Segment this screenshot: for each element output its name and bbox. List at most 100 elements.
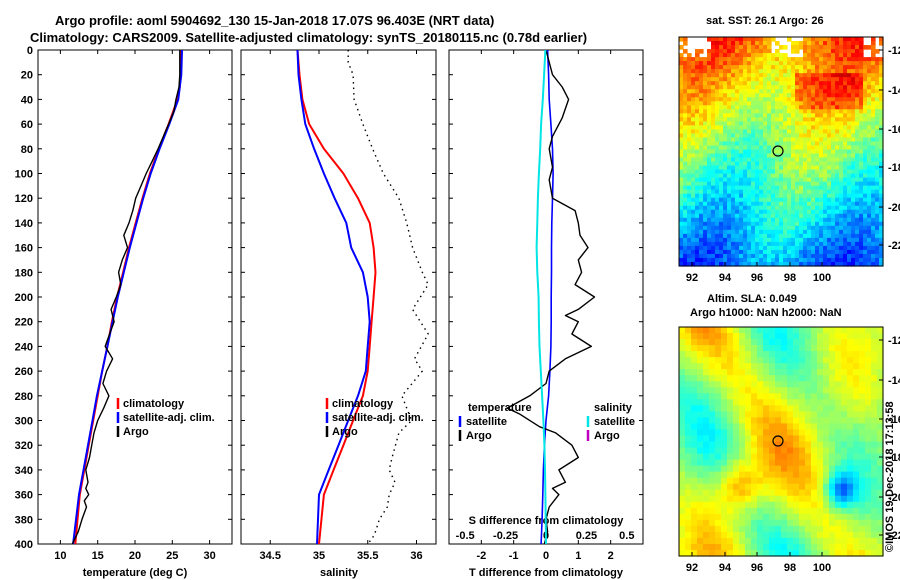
map-cell [779, 201, 784, 207]
map-cell [803, 249, 808, 255]
map-cell [787, 339, 794, 346]
map-cell [691, 477, 698, 485]
map-cell [871, 405, 878, 412]
map-cell [683, 121, 688, 126]
map-cell [715, 181, 720, 187]
map-cell [679, 241, 684, 247]
map-cell [767, 93, 772, 98]
map-cell [759, 77, 764, 82]
map-cell [853, 357, 860, 364]
map-cell [747, 113, 752, 118]
map-cell [703, 477, 710, 485]
map-cell [779, 197, 784, 203]
map-cell [811, 393, 818, 400]
map-cell [703, 109, 708, 114]
map-cell [799, 133, 804, 139]
map-cell [727, 477, 734, 485]
map-cell [815, 177, 820, 183]
map-cell [823, 435, 830, 443]
map-cell [841, 387, 848, 394]
map-cell [823, 387, 830, 394]
map-cell [815, 97, 820, 102]
map-cell [827, 49, 832, 54]
map-cell [791, 137, 796, 143]
map-cell [767, 69, 772, 74]
map-cell [755, 177, 760, 183]
map-cell [703, 169, 708, 175]
map-cell [811, 173, 816, 179]
map-cell [739, 125, 744, 131]
map-cell [799, 261, 804, 267]
map-cell [707, 69, 712, 74]
map-cell [763, 363, 770, 370]
map-cell [823, 85, 828, 90]
map-cell [819, 121, 824, 126]
map-cell [715, 471, 722, 479]
map-cell [711, 233, 716, 239]
map-cell [703, 157, 708, 163]
map-cell [871, 73, 876, 78]
map-cell [795, 165, 800, 171]
map-cell [739, 197, 744, 203]
map-cell [755, 101, 760, 106]
map-cell [763, 375, 770, 382]
map-cell [843, 113, 848, 118]
map-cell [835, 513, 842, 521]
series-climatology [296, 49, 377, 545]
map-cell [697, 351, 704, 358]
map-cell [803, 81, 808, 86]
map-cell [779, 105, 784, 110]
map-cell [875, 173, 880, 179]
map-cell [743, 37, 748, 42]
map-cell [687, 193, 692, 199]
map-cell [735, 133, 740, 139]
map-cell [835, 345, 842, 352]
map-cell [743, 209, 748, 215]
map-cell [711, 105, 716, 110]
map-cell [751, 399, 758, 406]
map-cell [775, 345, 782, 352]
map-cell [747, 165, 752, 171]
map-cell [697, 381, 704, 388]
map-cell [847, 173, 852, 179]
map-cell [721, 339, 728, 346]
map-cell [867, 185, 872, 191]
map-cell [781, 369, 788, 376]
map-cell [763, 483, 770, 491]
map-cell [731, 225, 736, 231]
map-cell [775, 417, 782, 425]
map-cell [743, 145, 748, 151]
map-cell [851, 85, 856, 90]
map-cell [855, 193, 860, 199]
map-cell [855, 137, 860, 143]
map-cell [805, 387, 812, 394]
map-cell [839, 125, 844, 131]
map-cell [691, 209, 696, 215]
map-cell [699, 89, 704, 94]
map-cell [835, 435, 842, 443]
map-cell [851, 149, 856, 155]
map-cell [799, 363, 806, 370]
map-cell [707, 137, 712, 143]
map-cell [811, 241, 816, 247]
map-cell [867, 261, 872, 267]
salinity-panel: 34.5 35 35.5 36 salinity climatologysatelli… [240, 49, 437, 579]
map-cell [839, 145, 844, 151]
map-cell [679, 429, 686, 437]
map-cell [719, 233, 724, 239]
map-cell [815, 65, 820, 70]
map-cell [755, 121, 760, 126]
map-cell [811, 121, 816, 126]
map-cell [817, 369, 824, 376]
map-cell [747, 145, 752, 151]
map-cell [781, 441, 788, 449]
map-cell [853, 429, 860, 437]
map-cell [697, 339, 704, 346]
map-cell [763, 501, 770, 509]
figure-title-line2: Climatology: CARS2009. Satellite-adjuste… [30, 30, 587, 45]
map-cell [771, 177, 776, 183]
map-cell [787, 441, 794, 449]
map-cell [739, 435, 746, 443]
map-cell [699, 61, 704, 66]
map-cell [803, 45, 808, 50]
